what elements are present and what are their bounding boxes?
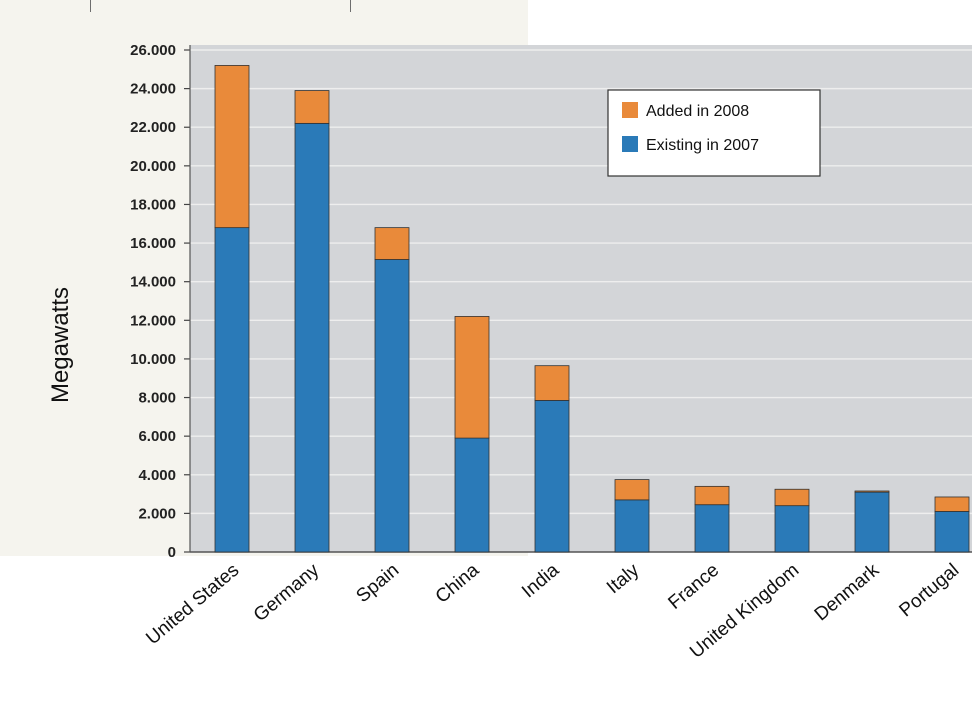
bar-existing-2007	[534, 400, 570, 553]
legend: Added in 2008 Existing in 2007	[607, 89, 821, 177]
y-tick-label: 20.000	[130, 158, 176, 175]
bar-added-2008	[294, 90, 330, 124]
bar-added-2008	[454, 316, 490, 439]
y-tick-label: 14.000	[130, 274, 176, 291]
bar-existing-2007	[294, 122, 330, 553]
legend-label: Existing in 2007	[646, 137, 759, 154]
x-category-label: Germany	[250, 559, 324, 626]
y-tick-label: 6.000	[138, 428, 176, 445]
bar-added-2008	[854, 490, 890, 493]
legend-box	[607, 89, 821, 177]
bar-added-2008	[694, 485, 730, 506]
x-category-label: India	[518, 559, 563, 602]
bar-added-2008	[534, 365, 570, 401]
y-tick-label: 12.000	[130, 312, 176, 329]
y-tick-label: 16.000	[130, 235, 176, 252]
x-category-label: Portugal	[895, 560, 963, 622]
bars	[214, 65, 970, 553]
bar-existing-2007	[854, 491, 890, 553]
y-tick-label: 26.000	[130, 42, 176, 59]
bar-added-2008	[374, 227, 410, 260]
bar-existing-2007	[934, 511, 970, 553]
legend-label: Added in 2008	[646, 103, 749, 120]
bar-added-2008	[214, 65, 250, 229]
x-category-label: Italy	[603, 559, 644, 598]
page-rule-right	[350, 0, 351, 12]
y-tick-label: 4.000	[138, 467, 176, 484]
x-axis-labels: United States Germany Spain China India Italy…	[142, 559, 963, 662]
x-category-label: United States	[142, 560, 243, 649]
bar-existing-2007	[214, 227, 250, 553]
y-tick-label: 2.000	[138, 505, 176, 522]
page-rule-left	[90, 0, 91, 12]
bar-added-2008	[614, 479, 650, 501]
bar-existing-2007	[374, 259, 410, 553]
legend-swatch	[622, 136, 638, 152]
y-axis-ticks: 0 2.000 4.000 6.000 8.000 10.000 12.000 14.000 1…	[130, 42, 191, 561]
y-tick-label: 8.000	[138, 390, 176, 407]
y-axis-title: Megawatts	[47, 287, 74, 403]
bar-existing-2007	[774, 505, 810, 553]
x-category-label: China	[432, 559, 484, 607]
x-category-label: Denmark	[811, 559, 884, 625]
x-category-label: Spain	[352, 560, 403, 607]
y-tick-label: 24.000	[130, 81, 176, 98]
x-category-label: France	[664, 560, 723, 614]
bar-added-2008	[774, 488, 810, 507]
bar-existing-2007	[614, 499, 650, 553]
bar-existing-2007	[454, 437, 490, 553]
y-tick-label: 18.000	[130, 196, 176, 213]
y-tick-label: 0	[168, 544, 176, 561]
y-tick-label: 22.000	[130, 119, 176, 136]
y-tick-label: 10.000	[130, 351, 176, 368]
legend-swatch	[622, 102, 638, 118]
bar-added-2008	[934, 496, 970, 512]
bar-existing-2007	[694, 504, 730, 553]
